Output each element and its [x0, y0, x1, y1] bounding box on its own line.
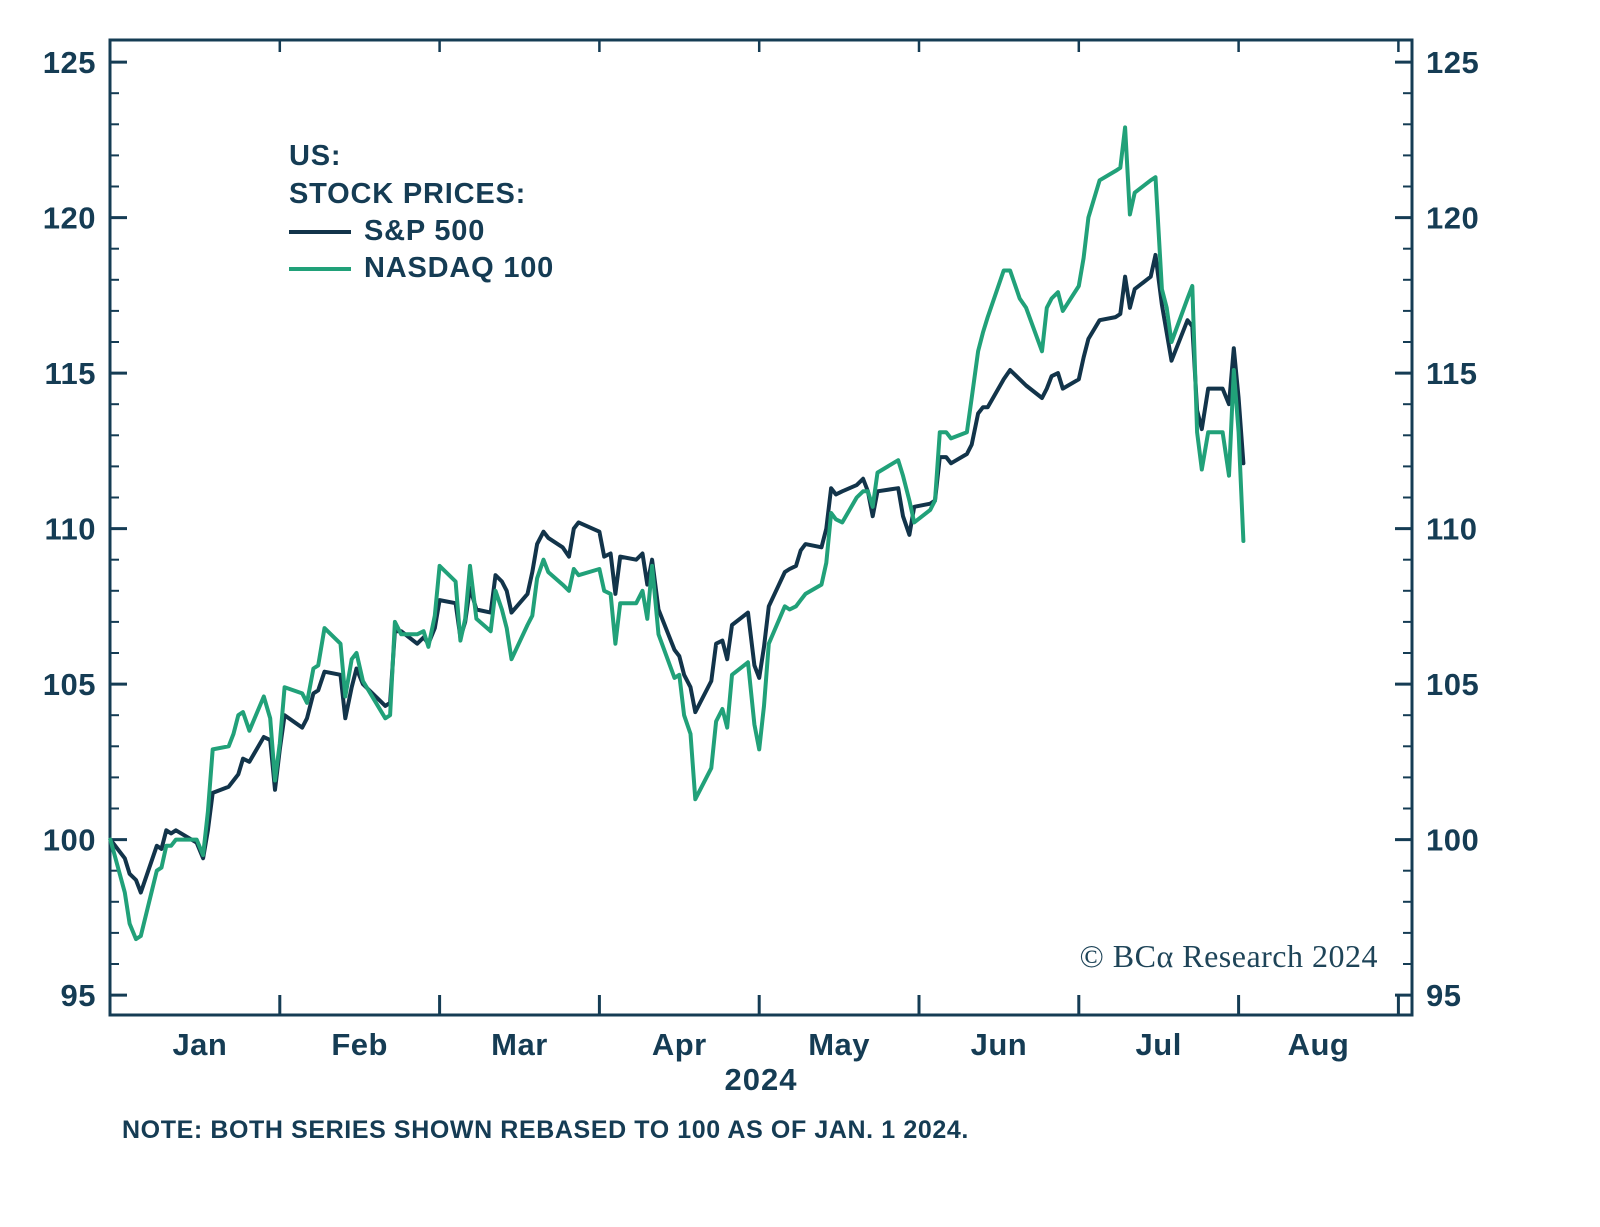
y-axis-label-right: 115	[1426, 356, 1478, 391]
axis-ticks	[110, 40, 1412, 1015]
x-axis-month-label: May	[808, 1027, 870, 1062]
x-axis-month-label: Jan	[172, 1027, 227, 1062]
y-axis-label-right: 100	[1426, 823, 1479, 858]
y-axis-label-left: 120	[43, 201, 96, 236]
y-axis-label-left: 95	[61, 978, 96, 1013]
x-axis-month-label: Feb	[331, 1027, 388, 1062]
legend-region-line: US:	[289, 140, 342, 172]
legend-entry-nasdaq100: NASDAQ 100	[289, 250, 554, 287]
y-axis-label-left: 105	[43, 667, 96, 702]
y-axis-label-left: 125	[43, 45, 96, 80]
series-line-nasdaq-100	[108, 125, 1246, 942]
legend-title-line: STOCK PRICES:	[289, 178, 527, 210]
legend-entry-sp500: S&P 500	[289, 213, 554, 250]
y-axis-label-right: 95	[1426, 978, 1461, 1013]
x-axis-year-label: 2024	[724, 1062, 798, 1097]
y-axis-label-right: 125	[1426, 45, 1479, 80]
y-axis-label-right: 105	[1426, 667, 1479, 702]
y-axis-label-left: 115	[44, 356, 96, 391]
sp500-line-swatch	[289, 229, 351, 234]
x-axis-month-label: Aug	[1288, 1027, 1350, 1062]
y-axis-label-right: 120	[1426, 201, 1479, 236]
legend-label-sp500: S&P 500	[364, 215, 486, 247]
series-line-s-p-500	[108, 252, 1246, 895]
chart-legend: US: STOCK PRICES: S&P 500 NASDAQ 100	[289, 137, 554, 287]
y-axis-label-left: 100	[43, 823, 96, 858]
y-axis-label-right: 110	[1426, 512, 1478, 547]
y-axis-label-left: 110	[44, 512, 96, 547]
source-credit: © BCα Research 2024	[1079, 938, 1378, 974]
nasdaq100-line-swatch	[289, 266, 351, 271]
x-axis-month-label: Jul	[1136, 1027, 1182, 1062]
x-axis-month-label: Mar	[491, 1027, 548, 1062]
chart-footnote: NOTE: BOTH SERIES SHOWN REBASED TO 100 A…	[122, 1116, 969, 1144]
legend-label-nasdaq100: NASDAQ 100	[364, 252, 555, 284]
x-axis-month-label: Apr	[652, 1027, 707, 1062]
x-axis-month-label: Jun	[971, 1027, 1028, 1062]
